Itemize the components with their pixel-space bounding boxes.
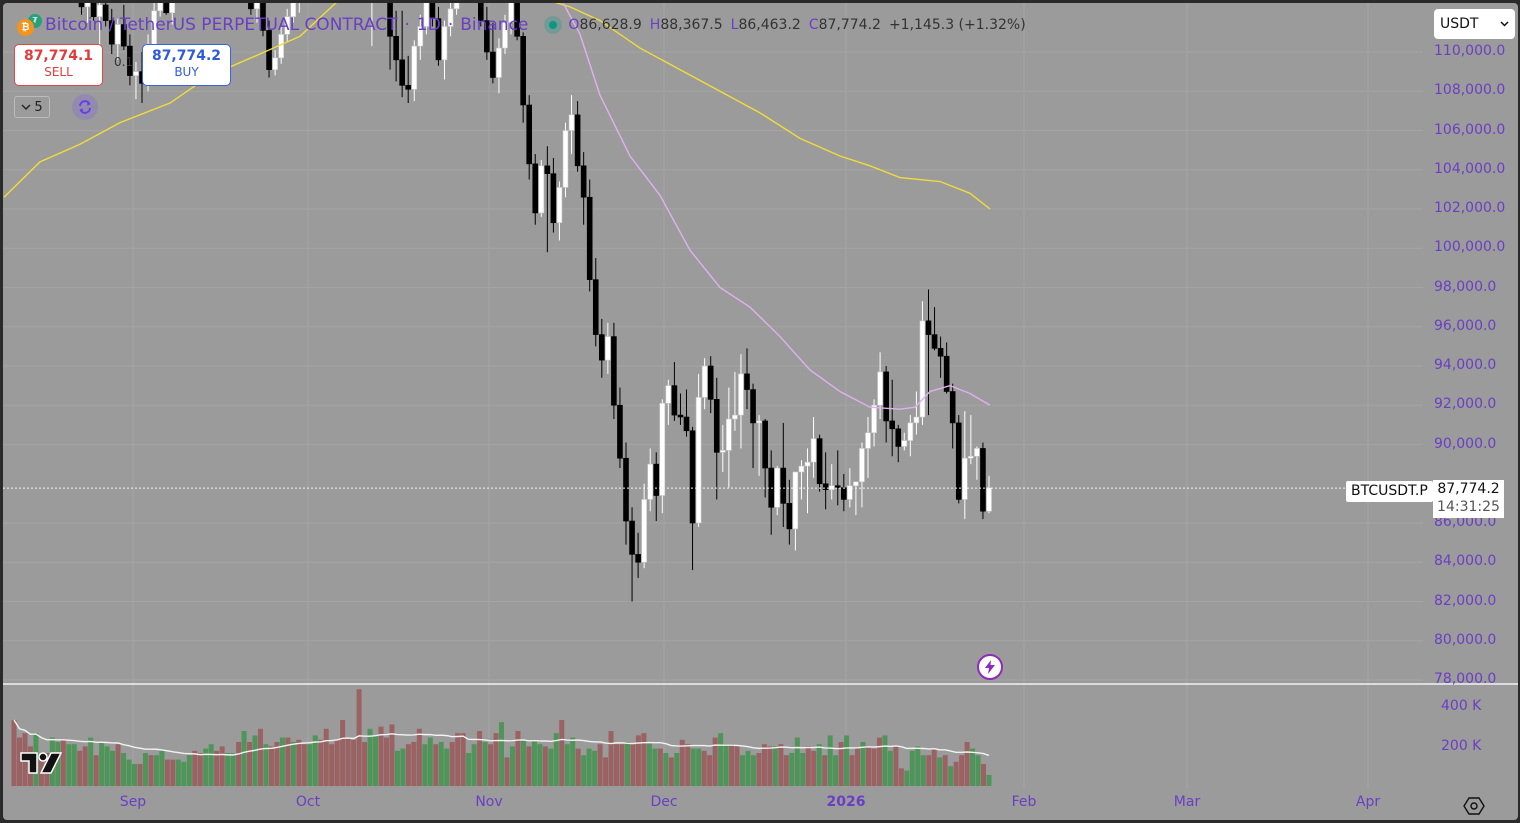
sell-label: SELL: [44, 65, 73, 79]
price-axis-label: 82,000.0: [1434, 592, 1497, 609]
price-axis-label: 106,000.0: [1434, 121, 1506, 138]
symbol-title[interactable]: Bitcoin / TetherUS PERPETUAL CONTRACT: [45, 15, 398, 35]
exchange-name: Binance: [460, 15, 529, 35]
price-axis-label: 90,000.0: [1434, 435, 1497, 452]
high-value: 88,367.5: [660, 17, 723, 33]
ohlc-high: H88,367.5: [650, 17, 723, 33]
time-axis-label: Nov: [475, 794, 503, 810]
volume-axis-label: 200 K: [1441, 738, 1482, 754]
low-value: 86,463.2: [738, 17, 801, 33]
ohlc-low: L86,463.2: [731, 17, 801, 33]
buy-label: BUY: [174, 65, 199, 79]
price-axis-label: 104,000.0: [1434, 160, 1506, 177]
separator: ·: [404, 15, 410, 35]
high-key: H: [649, 17, 661, 33]
buy-price: 87,774.2: [151, 48, 222, 64]
time-axis-label: Sep: [119, 794, 147, 810]
price-axis-label: 100,000.0: [1434, 239, 1506, 256]
chart-frame: ₮ ₿ Bitcoin / TetherUS PERPETUAL CONTRAC…: [3, 3, 1518, 820]
price-axis-label: 108,000.0: [1434, 82, 1506, 99]
time-axis-label: Oct: [295, 794, 321, 810]
low-key: L: [730, 17, 739, 33]
symbol-price-tag: BTCUSDT.P: [1346, 481, 1433, 502]
last-price: 87,774.2: [1437, 481, 1500, 497]
price-axis-label: 80,000.0: [1434, 631, 1497, 648]
price-axis-label: 110,000.0: [1434, 43, 1506, 59]
lightning-icon: [985, 660, 995, 674]
price-axis-label: 84,000.0: [1434, 553, 1497, 570]
price-axis-label: 98,000.0: [1434, 278, 1497, 295]
coin-pair-icon: ₮ ₿: [17, 13, 43, 37]
quantity-value: 5: [34, 99, 43, 115]
ohlc-open: O86,628.9: [568, 17, 641, 33]
currency-value: USDT: [1440, 16, 1479, 32]
ohlc-close: C87,774.2: [809, 17, 881, 33]
price-change: +1,145.3 (+1.32%): [888, 17, 1026, 33]
price-axis-label: 92,000.0: [1434, 396, 1497, 413]
close-key: C: [808, 17, 819, 33]
bitcoin-icon: ₿: [17, 19, 34, 36]
chart-canvas[interactable]: [3, 3, 1518, 820]
sell-button[interactable]: 87,774.1 SELL: [14, 44, 103, 86]
buy-button[interactable]: 87,774.2 BUY: [142, 44, 231, 86]
time-axis-label: Feb: [1011, 794, 1037, 810]
events-button[interactable]: [977, 654, 1003, 680]
close-value: 87,774.2: [818, 17, 881, 33]
ohlc-values: O86,628.9 H88,367.5 L86,463.2 C87,774.2 …: [568, 17, 1025, 33]
tradingview-logo-icon[interactable]: [20, 752, 62, 774]
quantity-dropdown[interactable]: 5: [14, 96, 50, 118]
last-price-tag: 87,774.2 14:31:25: [1433, 480, 1504, 518]
time-axis-label: Dec: [650, 794, 678, 810]
currency-select[interactable]: USDT: [1434, 9, 1515, 39]
time-axis-label: Apr: [1355, 794, 1381, 810]
chevron-down-icon: [1500, 21, 1509, 27]
open-key: O: [568, 17, 580, 33]
refresh-button[interactable]: [72, 94, 98, 120]
refresh-icon: [79, 100, 91, 114]
time-axis-label: Mar: [1173, 794, 1201, 810]
volume-axis-label: 400 K: [1441, 698, 1482, 714]
sell-price: 87,774.1: [23, 48, 94, 64]
price-axis-label: 102,000.0: [1434, 200, 1506, 216]
bar-countdown: 14:31:25: [1437, 499, 1500, 515]
price-axis-label: 78,000.0: [1434, 671, 1497, 687]
price-axis-label: 94,000.0: [1434, 357, 1497, 373]
time-axis-label: 2026: [826, 794, 866, 810]
market-status-icon[interactable]: [544, 16, 563, 34]
price-axis-label: 96,000.0: [1434, 317, 1497, 334]
spread-value: 0.1: [114, 55, 134, 69]
settings-gear-icon[interactable]: [1463, 795, 1485, 817]
open-value: 86,628.9: [579, 17, 642, 33]
price-axis-label: 86,000.0: [1434, 514, 1497, 530]
timeframe[interactable]: 1D: [416, 15, 441, 35]
chevron-down-icon: [21, 104, 31, 110]
symbol-legend: ₮ ₿ Bitcoin / TetherUS PERPETUAL CONTRAC…: [17, 13, 1026, 37]
separator: ·: [447, 15, 454, 35]
